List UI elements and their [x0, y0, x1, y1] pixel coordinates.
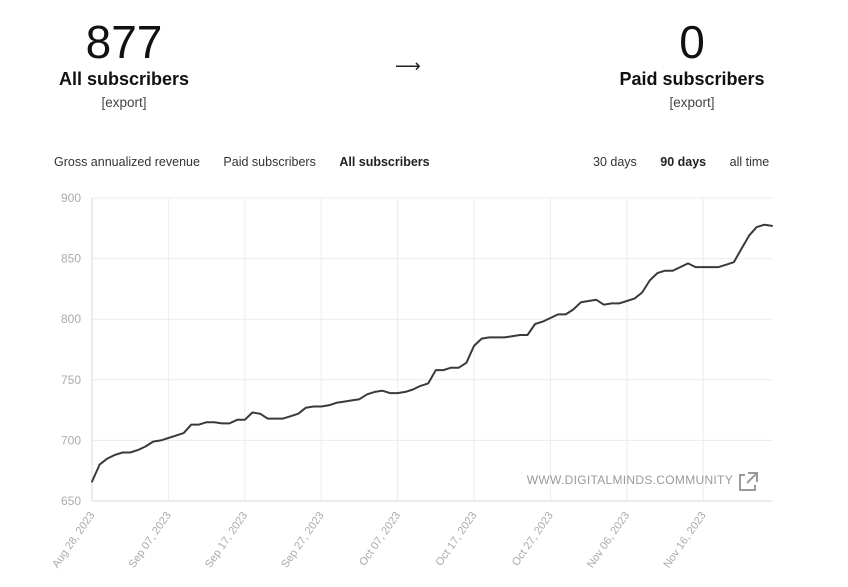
x-tick-label: Nov 16, 2023 — [661, 510, 708, 570]
tab-90-days[interactable]: 90 days — [660, 155, 707, 169]
tab-paid-subscribers[interactable]: Paid subscribers — [223, 155, 316, 169]
chart-grid — [91, 197, 772, 502]
range-tabs: 30 days 90 days all time — [593, 155, 789, 169]
all-subscribers-count: 877 — [85, 16, 163, 68]
x-tick-label: Aug 28, 2023 — [50, 510, 97, 570]
y-tick-label: 800 — [61, 312, 81, 326]
y-tick-label: 750 — [61, 373, 81, 387]
x-tick-label: Oct 17, 2023 — [434, 510, 480, 568]
metric-tabs: Gross annualized revenue Paid subscriber… — [54, 155, 450, 169]
y-axis: 650 700 750 800 850 900 — [61, 191, 81, 508]
y-tick-label: 700 — [61, 433, 81, 447]
all-subscribers-label: All subscribers — [58, 69, 190, 89]
right-arrow-icon: ⟶ — [395, 56, 421, 76]
external-link-icon[interactable] — [739, 472, 758, 491]
x-tick-label: Oct 07, 2023 — [357, 510, 403, 568]
x-tick-label: Sep 17, 2023 — [203, 510, 250, 570]
chart-series — [91, 223, 773, 483]
tab-all-time[interactable]: all time — [729, 155, 770, 169]
paid-subscribers-count: 0 — [679, 16, 705, 68]
paid-subscribers-stat: 0 Paid subscribers [export] — [582, 16, 802, 112]
paid-subscribers-label: Paid subscribers — [619, 69, 765, 89]
all-subscribers-stat: 877 All subscribers [export] — [14, 16, 234, 112]
all-subscribers-export-link[interactable]: [export] — [101, 95, 147, 110]
x-tick-label: Nov 06, 2023 — [585, 510, 632, 570]
tab-gross-annualized-revenue[interactable]: Gross annualized revenue — [54, 155, 200, 169]
watermark-text: WWW.DIGITALMINDS.COMMUNITY — [527, 473, 733, 487]
y-tick-label: 650 — [61, 494, 81, 508]
series-line-all-subscribers — [91, 223, 773, 483]
y-tick-label: 850 — [61, 252, 81, 266]
x-axis: Aug 28, 2023 Sep 07, 2023 Sep 17, 2023 Sep … — [50, 510, 709, 570]
subscribers-chart: 650 700 750 800 850 900 Aug 28, 2023 Sep 07, 2… — [50, 191, 773, 570]
y-tick-label: 900 — [61, 191, 81, 205]
x-tick-label: Oct 27, 2023 — [510, 510, 556, 568]
x-tick-label: Sep 27, 2023 — [279, 510, 326, 570]
tab-30-days[interactable]: 30 days — [593, 155, 637, 169]
tab-all-subscribers[interactable]: All subscribers — [339, 155, 430, 169]
paid-subscribers-export-link[interactable]: [export] — [669, 95, 715, 110]
x-tick-label: Sep 07, 2023 — [126, 510, 173, 570]
